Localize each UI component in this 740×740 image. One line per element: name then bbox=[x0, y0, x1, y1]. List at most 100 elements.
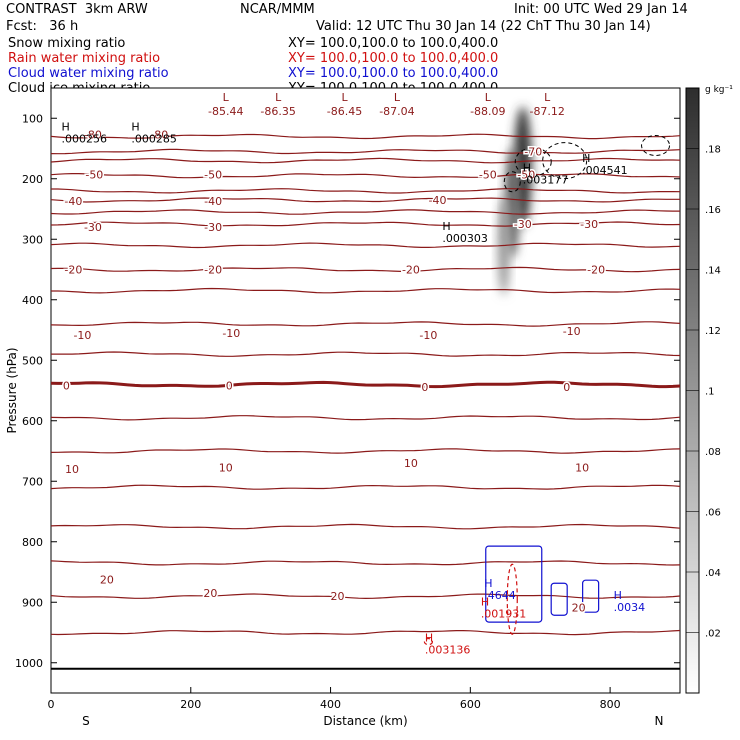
high-marker: H bbox=[425, 632, 433, 645]
y-tick-label: 300 bbox=[22, 233, 43, 246]
low-marker: L bbox=[223, 91, 230, 104]
high-marker: H bbox=[614, 589, 622, 602]
isotherm-label: -30 bbox=[204, 221, 222, 234]
ice-contour bbox=[641, 134, 671, 156]
low-marker-value: -85.44 bbox=[208, 105, 243, 118]
isotherm-label: -50 bbox=[479, 169, 497, 182]
rain-contour bbox=[506, 563, 518, 635]
rain-contour bbox=[423, 637, 433, 646]
high-marker-value: .000256 bbox=[61, 132, 107, 145]
colorbar-tick-label: .06 bbox=[705, 508, 721, 519]
high-marker: H bbox=[582, 152, 590, 165]
init-time: Init: 00 UTC Wed 29 Jan 14 bbox=[514, 2, 688, 17]
isotherm-label: 20 bbox=[331, 590, 345, 603]
colorbar-tick-label: .12 bbox=[705, 326, 721, 337]
isotherm-line bbox=[51, 593, 680, 600]
isotherm-label: -10 bbox=[222, 327, 240, 340]
isotherm-line bbox=[51, 197, 680, 203]
isotherm-label: -40 bbox=[64, 195, 82, 208]
plot-frame bbox=[50, 87, 681, 694]
isotherm-label: 10 bbox=[575, 461, 589, 474]
colorbar-tick-label: .04 bbox=[705, 568, 721, 579]
low-marker: L bbox=[341, 91, 348, 104]
isotherm-line bbox=[51, 351, 680, 357]
y-axis-label: Pressure (hPa) bbox=[5, 347, 19, 433]
low-marker: L bbox=[485, 91, 492, 104]
isotherm-line bbox=[51, 629, 680, 636]
high-marker-value: .000303 bbox=[442, 232, 488, 245]
field-snow-name: Snow mixing ratio bbox=[8, 36, 126, 51]
isotherm-line bbox=[51, 560, 680, 566]
field-cloud-xy: XY= 100.0,100.0 to 100.0,400.0 bbox=[288, 66, 499, 81]
isotherm-line bbox=[51, 484, 680, 490]
isotherm-line bbox=[51, 157, 680, 164]
cloud-water-contour bbox=[485, 545, 543, 623]
y-tick-label: 1000 bbox=[15, 657, 43, 670]
low-marker-value: -86.35 bbox=[260, 105, 295, 118]
high-marker-value: .000285 bbox=[131, 132, 177, 145]
isotherm-label: -50 bbox=[85, 169, 103, 182]
isotherm-line bbox=[51, 321, 680, 327]
y-tick-label: 200 bbox=[22, 173, 43, 186]
field-rain-name: Rain water mixing ratio bbox=[8, 51, 161, 66]
colorbar-tick-label: .16 bbox=[705, 205, 721, 216]
isotherm-line bbox=[51, 221, 680, 227]
isotherm-label: 0 bbox=[421, 381, 428, 394]
org-label: NCAR/MMM bbox=[240, 2, 315, 17]
isotherm-label: -10 bbox=[563, 325, 581, 338]
isotherm-line bbox=[51, 188, 680, 194]
field-rain-xy: XY= 100.0,100.0 to 100.0,400.0 bbox=[288, 51, 499, 66]
low-marker-value: -88.09 bbox=[470, 105, 505, 118]
x-tick-label: 0 bbox=[48, 698, 55, 711]
isotherm-line bbox=[51, 523, 680, 530]
y-tick-label: 900 bbox=[22, 596, 43, 609]
y-tick-label: 100 bbox=[22, 112, 43, 125]
model-title: CONTRAST 3km ARW bbox=[6, 2, 148, 17]
colorbar-tick-label: .14 bbox=[705, 266, 721, 277]
cloud-water-contour bbox=[582, 579, 600, 613]
high-marker-value: .4644 bbox=[484, 589, 516, 602]
field-cloud-name: Cloud water mixing ratio bbox=[8, 66, 169, 81]
isotherm-line bbox=[51, 380, 680, 389]
isotherm-label: 20 bbox=[203, 587, 217, 600]
colorbar-tick-label: .02 bbox=[705, 629, 721, 640]
isotherm-label: -20 bbox=[402, 264, 420, 277]
high-marker: H bbox=[481, 595, 489, 608]
cloud-water-contour bbox=[550, 582, 568, 616]
high-marker: H bbox=[442, 220, 450, 233]
isotherm-line bbox=[51, 173, 680, 179]
isotherm-label: -70 bbox=[524, 146, 542, 159]
high-marker-value: .0034 bbox=[614, 601, 646, 614]
x-tick-label: 800 bbox=[600, 698, 621, 711]
isotherm-label: -50 bbox=[204, 169, 222, 182]
isotherm-label: 10 bbox=[219, 461, 233, 474]
north-label: N bbox=[655, 714, 664, 728]
forecast-hour: Fcst: 36 h bbox=[6, 19, 79, 34]
isotherm-label: -30 bbox=[580, 218, 598, 231]
x-axis-label: Distance (km) bbox=[323, 714, 407, 728]
low-marker-value: -86.45 bbox=[327, 105, 362, 118]
x-tick-label: 600 bbox=[460, 698, 481, 711]
isotherm-label: -80 bbox=[150, 129, 168, 142]
high-marker-value: .003177 bbox=[523, 173, 569, 186]
x-tick-label: 400 bbox=[320, 698, 341, 711]
isotherm-label: 0 bbox=[226, 380, 233, 393]
low-marker: L bbox=[275, 91, 282, 104]
isotherm-label: 20 bbox=[572, 602, 586, 615]
isotherm-label: -20 bbox=[64, 264, 82, 277]
isotherm-line bbox=[51, 133, 680, 140]
isotherm-label: 10 bbox=[404, 457, 418, 470]
low-marker-value: -87.12 bbox=[529, 105, 564, 118]
isotherm-line bbox=[51, 266, 680, 273]
valid-time: Valid: 12 UTC Thu 30 Jan 14 (22 ChT Thu … bbox=[316, 19, 651, 34]
isotherm-label: -30 bbox=[514, 218, 532, 231]
isotherm-label: -10 bbox=[419, 329, 437, 342]
low-marker: L bbox=[394, 91, 401, 104]
colorbar-tick-label: .08 bbox=[705, 447, 721, 458]
isotherm-label: 20 bbox=[100, 573, 114, 586]
isotherm-label: -10 bbox=[73, 329, 91, 342]
low-marker-value: -87.04 bbox=[379, 105, 414, 118]
y-tick-label: 700 bbox=[22, 475, 43, 488]
y-tick-label: 500 bbox=[22, 354, 43, 367]
